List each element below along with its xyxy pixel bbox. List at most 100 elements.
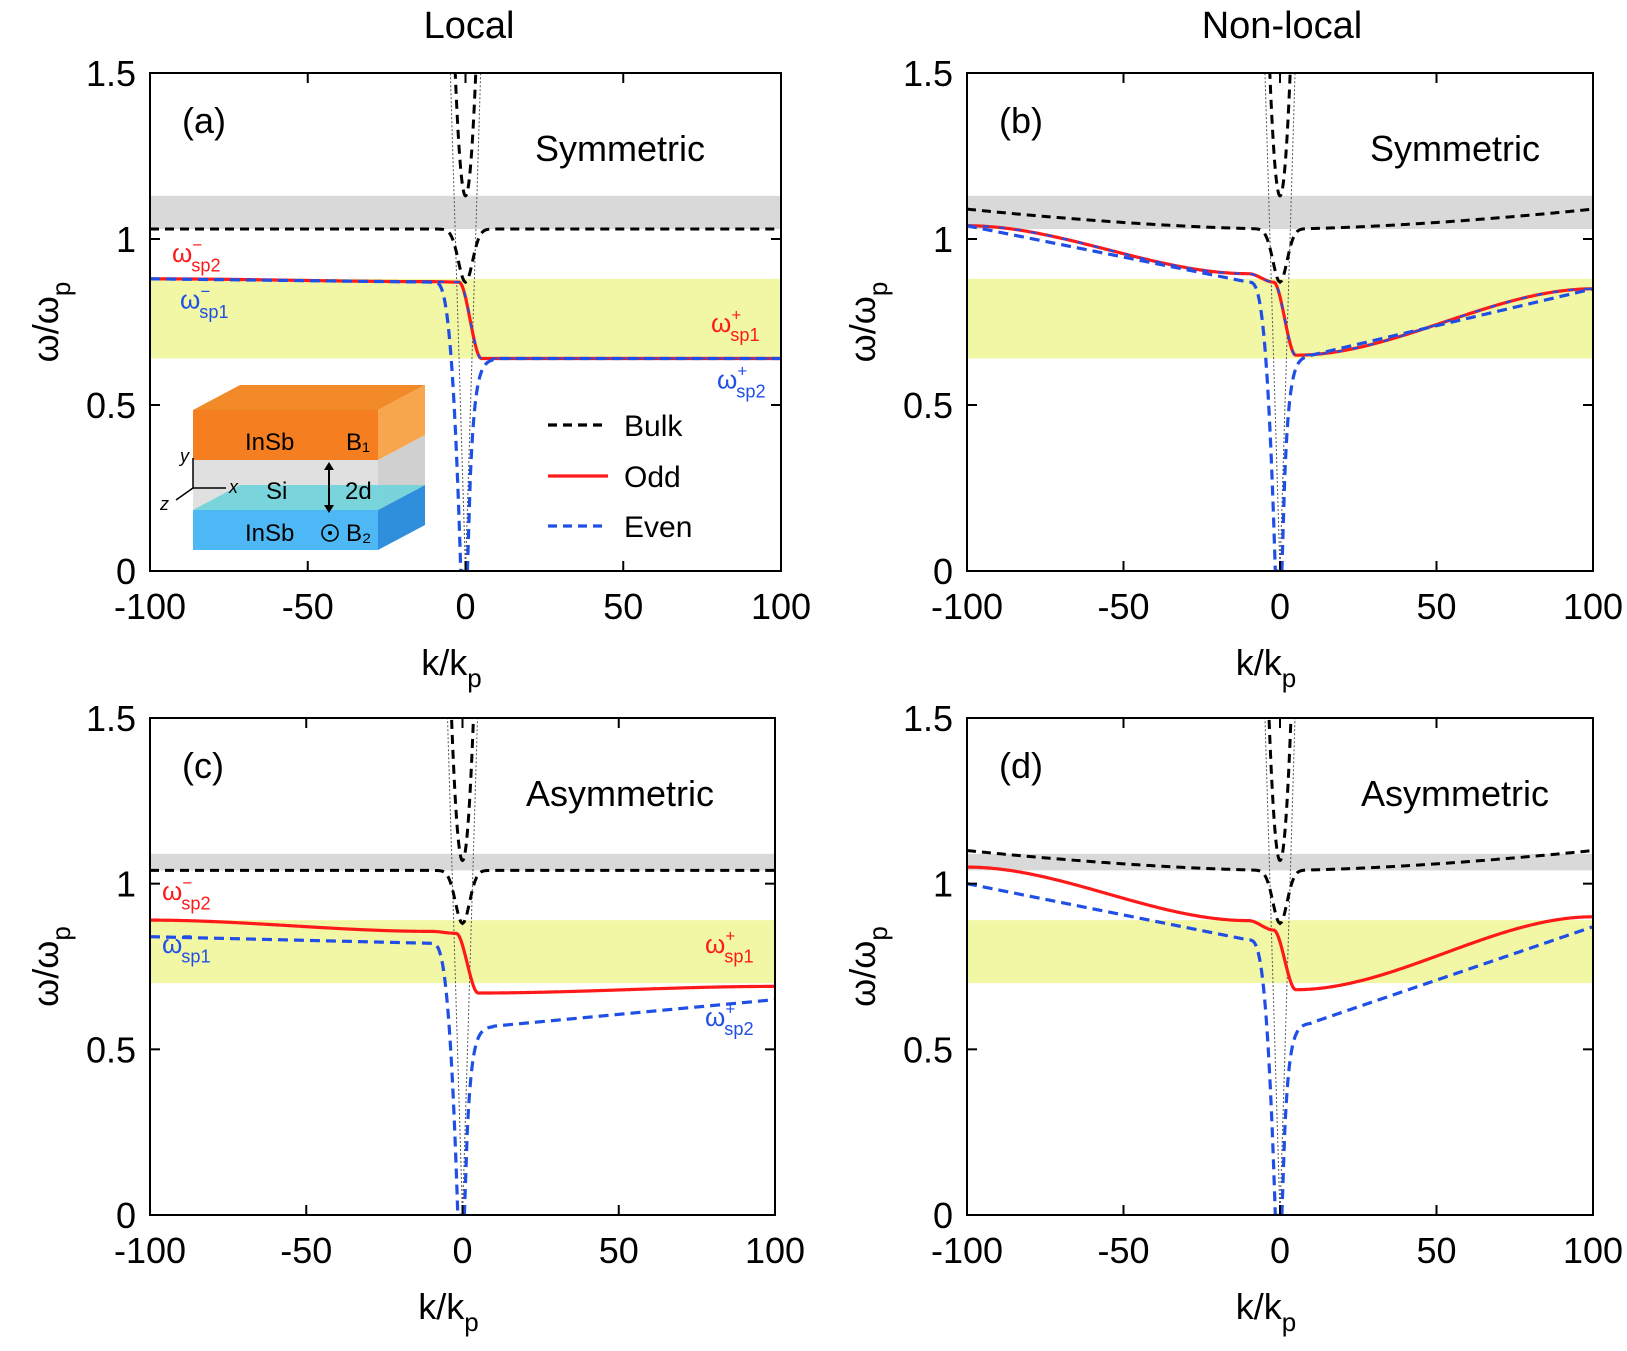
x-tick-label: 0	[455, 586, 475, 627]
odd-mode-curve	[967, 224, 1593, 357]
y-tick-label: 0.5	[903, 1029, 953, 1070]
inset-top-side	[378, 385, 425, 460]
gray-band	[150, 195, 781, 230]
plot-area	[967, 73, 1593, 571]
light-line	[447, 718, 463, 1215]
y-tick-label: 1	[933, 864, 953, 905]
inset-axis-y-label: y	[178, 446, 190, 466]
mode-label: ω− sp2	[172, 236, 221, 276]
mode-label: ω− sp1	[162, 927, 211, 967]
panel-a: -100 -50 0 50 100 0 0.5 1 1.5 k/kp ω/ωp (a) Symmetri…	[25, 53, 811, 693]
bulk-upper-cone	[450, 718, 475, 863]
x-tick-label: 0	[452, 1230, 472, 1271]
even-mode-left	[150, 935, 461, 1215]
plot-area	[967, 718, 1593, 1215]
x-axis-label: k/kp	[421, 642, 481, 693]
x-tick-label: 0	[1270, 1230, 1290, 1271]
light-line	[465, 73, 482, 571]
y-axis-label: ω/ωp	[842, 282, 893, 363]
light-line	[449, 73, 466, 571]
inset-axis-z	[175, 487, 194, 501]
y-axis-label: ω/ωp	[25, 926, 76, 1007]
x-tick-label: -100	[114, 586, 186, 627]
x-tick-label: 50	[1416, 586, 1456, 627]
even-mode-right	[462, 998, 775, 1215]
bulk-upper-cone	[1267, 718, 1293, 863]
inset-top-field-label: B₁	[346, 429, 370, 456]
panel-c: -100 -50 0 50 100 0 0.5 1 1.5 k/kp ω/ωp (c) Asymmetr…	[25, 698, 805, 1337]
mode-label: ω+ sp1	[705, 927, 754, 967]
bulk-lower-curve	[967, 207, 1593, 285]
x-tick-label: 100	[1563, 586, 1623, 627]
x-tick-label: 50	[599, 1230, 639, 1271]
x-tick-label: -100	[114, 1230, 186, 1271]
bulk-lower-curve	[150, 868, 775, 926]
panel-title: Symmetric	[535, 128, 705, 169]
y-tick-label: 1	[116, 864, 136, 905]
gray-band	[150, 853, 775, 871]
panel-b: -100 -50 0 50 100 0 0.5 1 1.5 k/kp ω/ωp (b) Symmetri…	[842, 53, 1623, 693]
x-tick-label: 50	[603, 586, 643, 627]
plot-area	[150, 718, 775, 1215]
even-mode-right	[1280, 925, 1593, 1215]
mode-label: ω+ sp1	[711, 305, 760, 345]
inset-axis-x-label: x	[228, 477, 239, 497]
inset-bottom-front	[193, 510, 378, 550]
y-tick-label: 0.5	[86, 1029, 136, 1070]
column-title-nonlocal: Non-local	[1202, 5, 1363, 47]
y-tick-label: 1.5	[86, 53, 136, 94]
inset-gap-arrow-head-down	[324, 505, 334, 513]
yellow-band	[150, 920, 775, 984]
legend-label-even: Even	[624, 511, 692, 544]
light-line	[462, 718, 478, 1215]
gray-band	[967, 853, 1593, 871]
inset-bottom-side	[378, 485, 425, 550]
bulk-lower-curve	[150, 227, 781, 285]
x-tick-label: -50	[1097, 586, 1149, 627]
inset-middle-layer-label: Si	[266, 478, 287, 505]
mode-label: ω− sp2	[162, 874, 211, 914]
inset-gap-label: 2d	[345, 478, 372, 505]
y-tick-label: 0	[933, 1195, 953, 1236]
panel-d: -100 -50 0 50 100 0 0.5 1 1.5 k/kp ω/ωp (d) Asymmetr…	[842, 698, 1623, 1337]
x-tick-label: -50	[280, 1230, 332, 1271]
x-tick-label: 100	[751, 586, 811, 627]
panel-label: (d)	[999, 745, 1043, 786]
panel-title: Symmetric	[1370, 128, 1540, 169]
x-axis-label: k/kp	[1236, 642, 1296, 693]
x-tick-label: -100	[931, 586, 1003, 627]
bulk-upper-cone	[1268, 73, 1292, 198]
inset-bottom-field-label: B₂	[346, 520, 371, 547]
x-axis-label: k/kp	[1236, 1286, 1296, 1337]
gray-band	[967, 195, 1593, 230]
panel-label: (a)	[182, 100, 226, 141]
y-tick-label: 1	[933, 219, 953, 260]
x-tick-label: -50	[1097, 1230, 1149, 1271]
x-tick-label: -100	[931, 1230, 1003, 1271]
inset-field-out-icon	[321, 524, 339, 542]
light-line	[1264, 718, 1281, 1215]
y-tick-label: 0.5	[903, 385, 953, 426]
y-tick-label: 0	[116, 1195, 136, 1236]
x-tick-label: 100	[1563, 1230, 1623, 1271]
light-line	[1264, 73, 1281, 571]
y-tick-label: 1	[116, 219, 136, 260]
inset-top-layer-label: InSb	[245, 429, 294, 456]
inset-axis-z-label: z	[159, 494, 169, 514]
light-line	[1279, 73, 1296, 571]
mode-label: ω+ sp2	[717, 362, 766, 402]
plot-area	[150, 73, 781, 571]
x-tick-label: -50	[282, 586, 334, 627]
x-axis-label: k/kp	[418, 1286, 478, 1337]
inset-schematic: InSb B₁ Si 2d InSb B₂ y x z	[159, 385, 425, 550]
y-tick-label: 0	[933, 551, 953, 592]
mode-label: ω+ sp2	[705, 999, 754, 1039]
y-tick-label: 1.5	[903, 698, 953, 739]
panel-label: (c)	[182, 745, 224, 786]
odd-mode-curve	[150, 918, 775, 995]
even-mode-right	[1280, 287, 1593, 571]
y-tick-label: 1.5	[86, 698, 136, 739]
legend-label-bulk: Bulk	[624, 410, 683, 443]
y-tick-label: 0	[116, 551, 136, 592]
panel-title: Asymmetric	[526, 773, 714, 814]
